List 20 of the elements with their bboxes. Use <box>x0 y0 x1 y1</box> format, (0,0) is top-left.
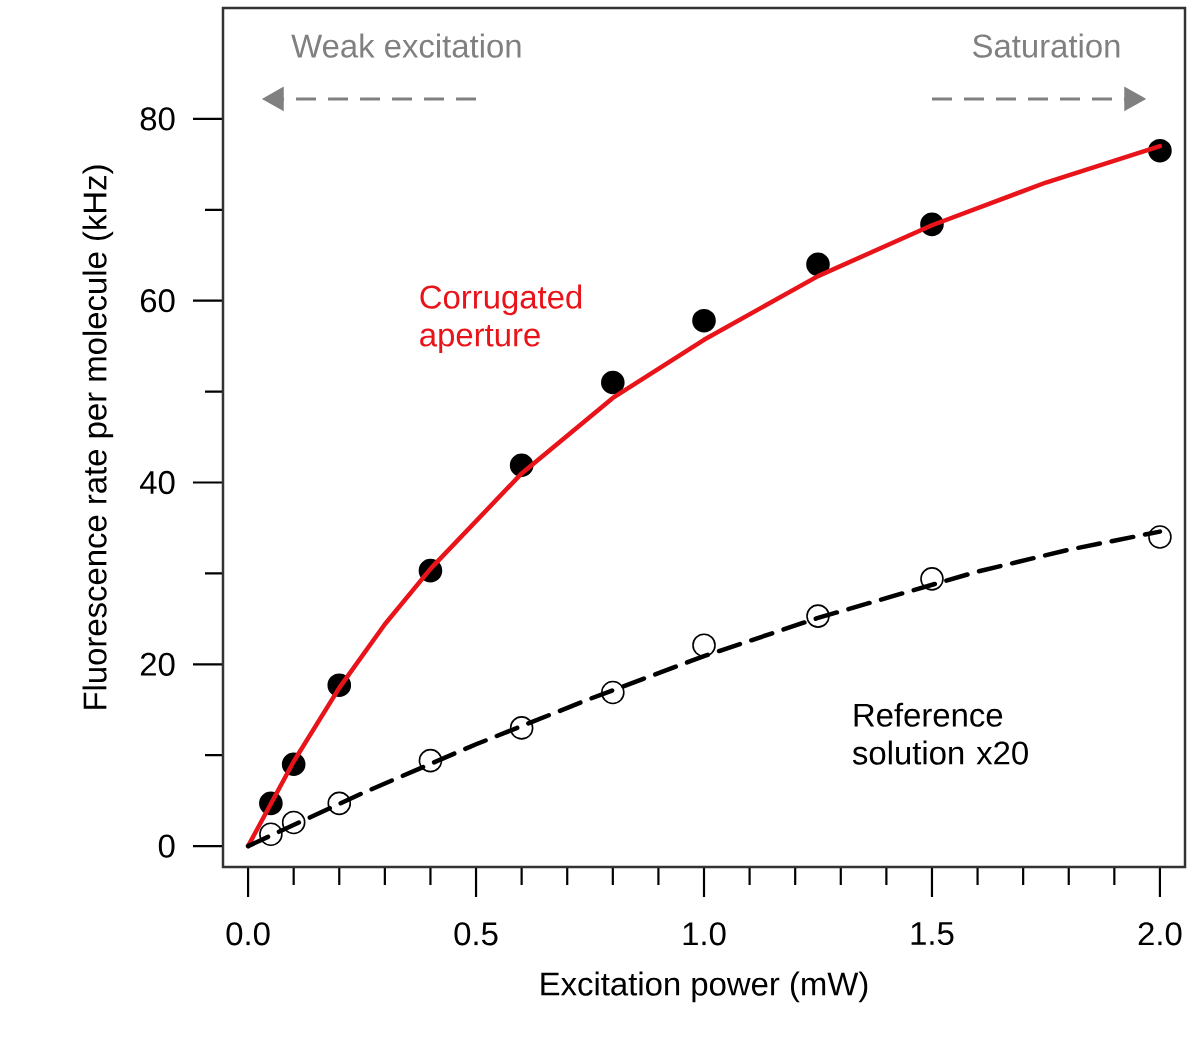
point <box>692 308 716 333</box>
x-tick-label: 2.0 <box>1138 922 1182 946</box>
text: Reference solution x20 <box>852 702 1028 765</box>
y-axis-title: Fluorescence rate per molecule (kHz) <box>82 165 114 709</box>
x-axis-title: Excitation power (mW) <box>541 971 868 1003</box>
y-tick-label: 60 <box>140 289 175 313</box>
y-tick-label: 40 <box>140 470 175 495</box>
x-tick-label: 0.0 <box>226 922 270 946</box>
point <box>601 370 625 395</box>
x-tick-label: 1.0 <box>683 922 726 946</box>
x-tick-label: 1.5 <box>911 922 954 946</box>
y-tick-label: 80 <box>140 107 175 131</box>
series-label: Corrugated aperture <box>420 284 582 354</box>
point <box>692 633 716 657</box>
x-tick-label: 0.5 <box>454 922 498 946</box>
annotation: Weak excitation <box>291 33 521 58</box>
y-tick-label: 0 <box>158 834 175 858</box>
point <box>806 252 830 277</box>
annotation: Saturation <box>973 33 1120 58</box>
y-tick-label: 20 <box>140 652 175 676</box>
